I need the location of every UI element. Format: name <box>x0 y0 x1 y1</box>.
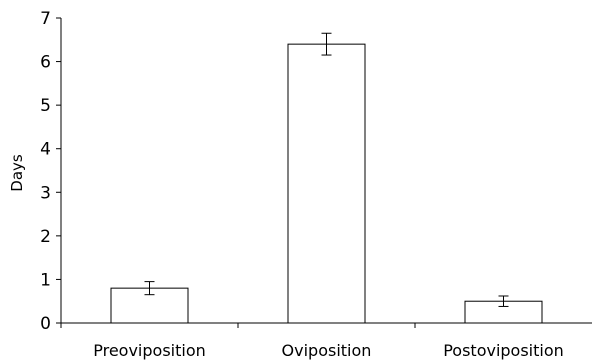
y-tick-label: 7 <box>40 9 51 29</box>
y-tick-label: 5 <box>40 96 51 116</box>
y-tick-label: 3 <box>40 183 51 203</box>
bar-preoviposition <box>110 287 189 324</box>
y-tick-label: 2 <box>40 227 51 247</box>
x-tick-label: Postoviposition <box>443 341 564 360</box>
y-tick-label: 0 <box>40 314 51 334</box>
labels: Days <box>8 154 26 192</box>
x-tick-label: Preoviposition <box>93 341 206 360</box>
y-axis-title: Days <box>8 154 26 192</box>
y-tick-label: 1 <box>40 270 51 290</box>
y-tick-label: 4 <box>40 140 51 160</box>
y-axis: 0 1 2 3 4 5 6 7 <box>40 9 62 334</box>
x-tick-label: Oviposition <box>282 341 372 360</box>
x-axis: Preoviposition Oviposition Postoviposition <box>60 322 592 360</box>
bars <box>110 32 543 324</box>
y-tick-label: 6 <box>40 53 51 73</box>
bar-oviposition <box>287 43 366 324</box>
